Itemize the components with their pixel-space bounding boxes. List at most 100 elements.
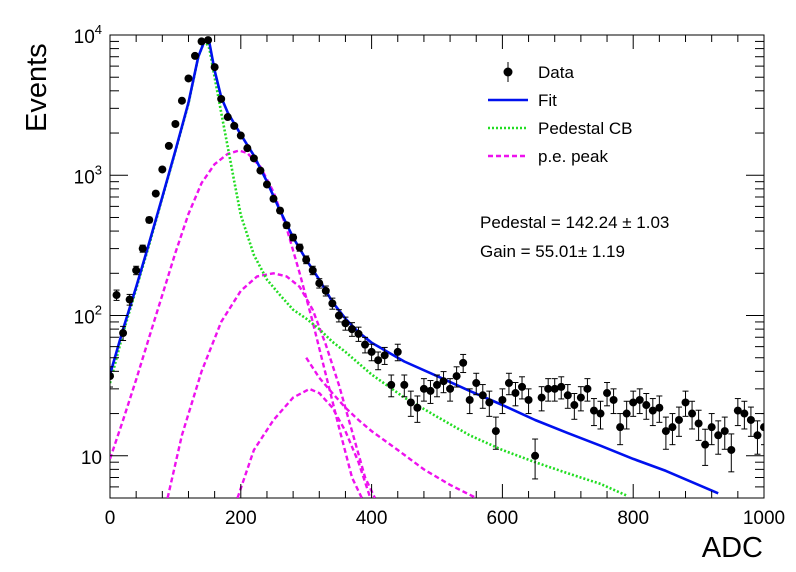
- data-point: [701, 440, 710, 449]
- data-point: [269, 194, 278, 203]
- y-axis-title: Events: [21, 43, 53, 132]
- data-point: [524, 395, 533, 404]
- data-point: [622, 409, 631, 418]
- legend-label: Data: [538, 63, 574, 82]
- data-point: [374, 356, 383, 365]
- data-point: [491, 427, 500, 436]
- data-point: [171, 119, 180, 128]
- data-point: [387, 380, 396, 389]
- plot-frame: [109, 34, 765, 499]
- data-point: [367, 347, 376, 356]
- data-point: [112, 291, 121, 300]
- legend-label: Fit: [538, 91, 557, 110]
- data-point: [760, 423, 764, 432]
- data-point: [635, 395, 644, 404]
- data-point: [557, 382, 566, 391]
- data-point: [282, 221, 291, 230]
- data-point: [740, 409, 749, 418]
- data-point: [315, 279, 324, 288]
- data-point: [681, 398, 690, 407]
- y-tick-label: 102: [74, 303, 102, 329]
- data-point: [616, 423, 625, 432]
- data-point: [603, 389, 612, 398]
- x-tick-label: 1000: [743, 508, 785, 529]
- x-tick-label: 200: [225, 508, 257, 529]
- data-point: [648, 406, 657, 415]
- data-point: [249, 154, 258, 163]
- data-point: [720, 427, 729, 436]
- legend: Data Fit Pedestal CB p.e. peak: [488, 62, 633, 166]
- data-point: [518, 382, 527, 391]
- data-point: [472, 379, 481, 388]
- data-point: [223, 113, 232, 122]
- data-point: [714, 431, 723, 440]
- data-point: [446, 384, 455, 393]
- data-point: [753, 431, 762, 440]
- x-axis-title: ADC: [702, 532, 763, 564]
- data-point: [276, 206, 285, 215]
- data-points: [110, 36, 764, 480]
- data-point: [589, 406, 598, 415]
- data-point: [485, 398, 494, 407]
- data-point: [609, 395, 618, 404]
- data-point: [197, 37, 206, 46]
- x-tick-label: 0: [105, 508, 116, 529]
- data-point: [393, 347, 402, 356]
- data-point: [334, 311, 343, 320]
- data-point: [733, 406, 742, 415]
- series-line-p-e-peak-1: [110, 149, 363, 498]
- data-point: [210, 63, 219, 72]
- data-point: [132, 266, 141, 275]
- data-point: [400, 380, 409, 389]
- y-tick-label: 10: [81, 448, 102, 469]
- data-point: [110, 372, 114, 381]
- data-point: [563, 391, 572, 400]
- data-point: [550, 384, 559, 393]
- data-point: [596, 409, 605, 418]
- data-point: [452, 372, 461, 381]
- data-point: [204, 36, 213, 45]
- data-point: [583, 384, 592, 393]
- data-point: [576, 393, 585, 402]
- data-point: [125, 295, 134, 304]
- legend-label: p.e. peak: [538, 147, 608, 166]
- data-point: [406, 398, 415, 407]
- data-point: [302, 255, 311, 264]
- data-point: [511, 389, 520, 398]
- y-tick-label: 103: [74, 162, 102, 188]
- data-point: [243, 144, 252, 153]
- data-point: [642, 401, 651, 410]
- data-point: [668, 423, 677, 432]
- series-line-p-e-peak-3: [236, 387, 372, 498]
- pedestal-annotation: Pedestal = 142.24 ± 1.03: [480, 213, 669, 232]
- legend-marker: [503, 67, 513, 77]
- data-point: [164, 141, 173, 150]
- data-point: [321, 286, 330, 295]
- data-point: [347, 325, 356, 334]
- data-point: [308, 266, 317, 275]
- data-point: [629, 398, 638, 407]
- x-tick-label: 400: [356, 508, 388, 529]
- data-point: [145, 215, 154, 224]
- data-point: [158, 165, 167, 174]
- data-point: [138, 244, 147, 253]
- data-point: [236, 131, 245, 140]
- data-point: [498, 395, 507, 404]
- gain-annotation: Gain = 55.01± 1.19: [480, 242, 625, 261]
- x-tick-label: 600: [487, 508, 519, 529]
- data-point: [217, 94, 226, 103]
- data-point: [230, 121, 239, 130]
- data-point: [688, 409, 697, 418]
- data-point: [289, 233, 298, 242]
- data-point: [262, 180, 271, 189]
- y-axis-ticks: 10 102 103 104: [74, 22, 764, 499]
- data-point: [419, 384, 428, 393]
- x-tick-label: 800: [617, 508, 649, 529]
- data-point: [295, 243, 304, 252]
- data-point: [459, 358, 468, 367]
- data-point: [707, 423, 716, 432]
- plot-border: [109, 34, 765, 499]
- data-point: [439, 377, 448, 386]
- data-point: [531, 451, 540, 460]
